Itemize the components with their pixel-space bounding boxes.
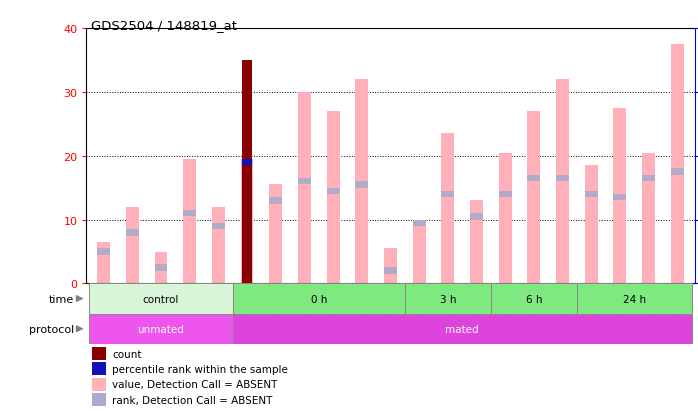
Bar <box>585 166 597 284</box>
Bar <box>269 185 282 284</box>
Bar <box>183 159 196 284</box>
Bar <box>614 195 626 201</box>
Bar <box>585 191 597 198</box>
Text: control: control <box>143 294 179 304</box>
Bar <box>212 223 225 230</box>
Bar <box>441 191 454 198</box>
Bar <box>355 80 369 284</box>
Bar <box>556 80 569 284</box>
Bar <box>499 191 512 198</box>
Text: GDS2504 / 148819_at: GDS2504 / 148819_at <box>91 19 237 31</box>
Text: 0 h: 0 h <box>311 294 327 304</box>
Bar <box>556 176 569 182</box>
Text: 24 h: 24 h <box>623 294 646 304</box>
Text: count: count <box>112 349 142 359</box>
Bar <box>384 268 397 274</box>
Text: time: time <box>49 294 74 304</box>
Text: 3 h: 3 h <box>440 294 456 304</box>
Bar <box>327 188 339 195</box>
Bar <box>93 393 106 406</box>
Text: unmated: unmated <box>138 324 184 334</box>
Text: percentile rank within the sample: percentile rank within the sample <box>112 364 288 374</box>
Bar <box>242 159 252 166</box>
Bar <box>89 284 232 314</box>
Bar <box>413 220 426 284</box>
Bar <box>491 284 577 314</box>
Bar <box>242 61 252 284</box>
Bar <box>298 179 311 185</box>
Bar <box>671 169 684 176</box>
Bar <box>614 109 626 284</box>
Bar <box>642 153 655 284</box>
Bar <box>97 249 110 255</box>
Bar <box>154 265 168 271</box>
Bar <box>212 207 225 284</box>
Bar <box>470 214 483 220</box>
Text: rank, Detection Call = ABSENT: rank, Detection Call = ABSENT <box>112 395 272 405</box>
Bar <box>642 176 655 182</box>
Bar <box>232 314 692 344</box>
Bar <box>405 284 491 314</box>
Bar <box>577 284 692 314</box>
Bar <box>528 112 540 284</box>
Bar <box>413 220 426 226</box>
Bar <box>269 198 282 204</box>
Bar <box>441 134 454 284</box>
Bar <box>154 252 168 284</box>
Bar <box>671 45 684 284</box>
Bar <box>93 378 106 391</box>
Bar <box>97 242 110 284</box>
Bar <box>93 347 106 360</box>
Bar <box>298 93 311 284</box>
Bar <box>528 176 540 182</box>
Text: 6 h: 6 h <box>526 294 542 304</box>
Bar <box>126 207 139 284</box>
Text: protocol: protocol <box>29 324 74 334</box>
Bar <box>183 211 196 217</box>
Bar <box>241 159 253 166</box>
Bar <box>89 314 232 344</box>
Bar <box>327 112 339 284</box>
Bar <box>241 166 253 284</box>
Bar <box>470 201 483 284</box>
Bar <box>126 230 139 236</box>
Bar <box>355 182 369 188</box>
Text: mated: mated <box>445 324 479 334</box>
Bar <box>499 153 512 284</box>
Bar <box>232 284 405 314</box>
Text: value, Detection Call = ABSENT: value, Detection Call = ABSENT <box>112 379 277 389</box>
Bar <box>93 362 106 375</box>
Bar <box>384 249 397 284</box>
